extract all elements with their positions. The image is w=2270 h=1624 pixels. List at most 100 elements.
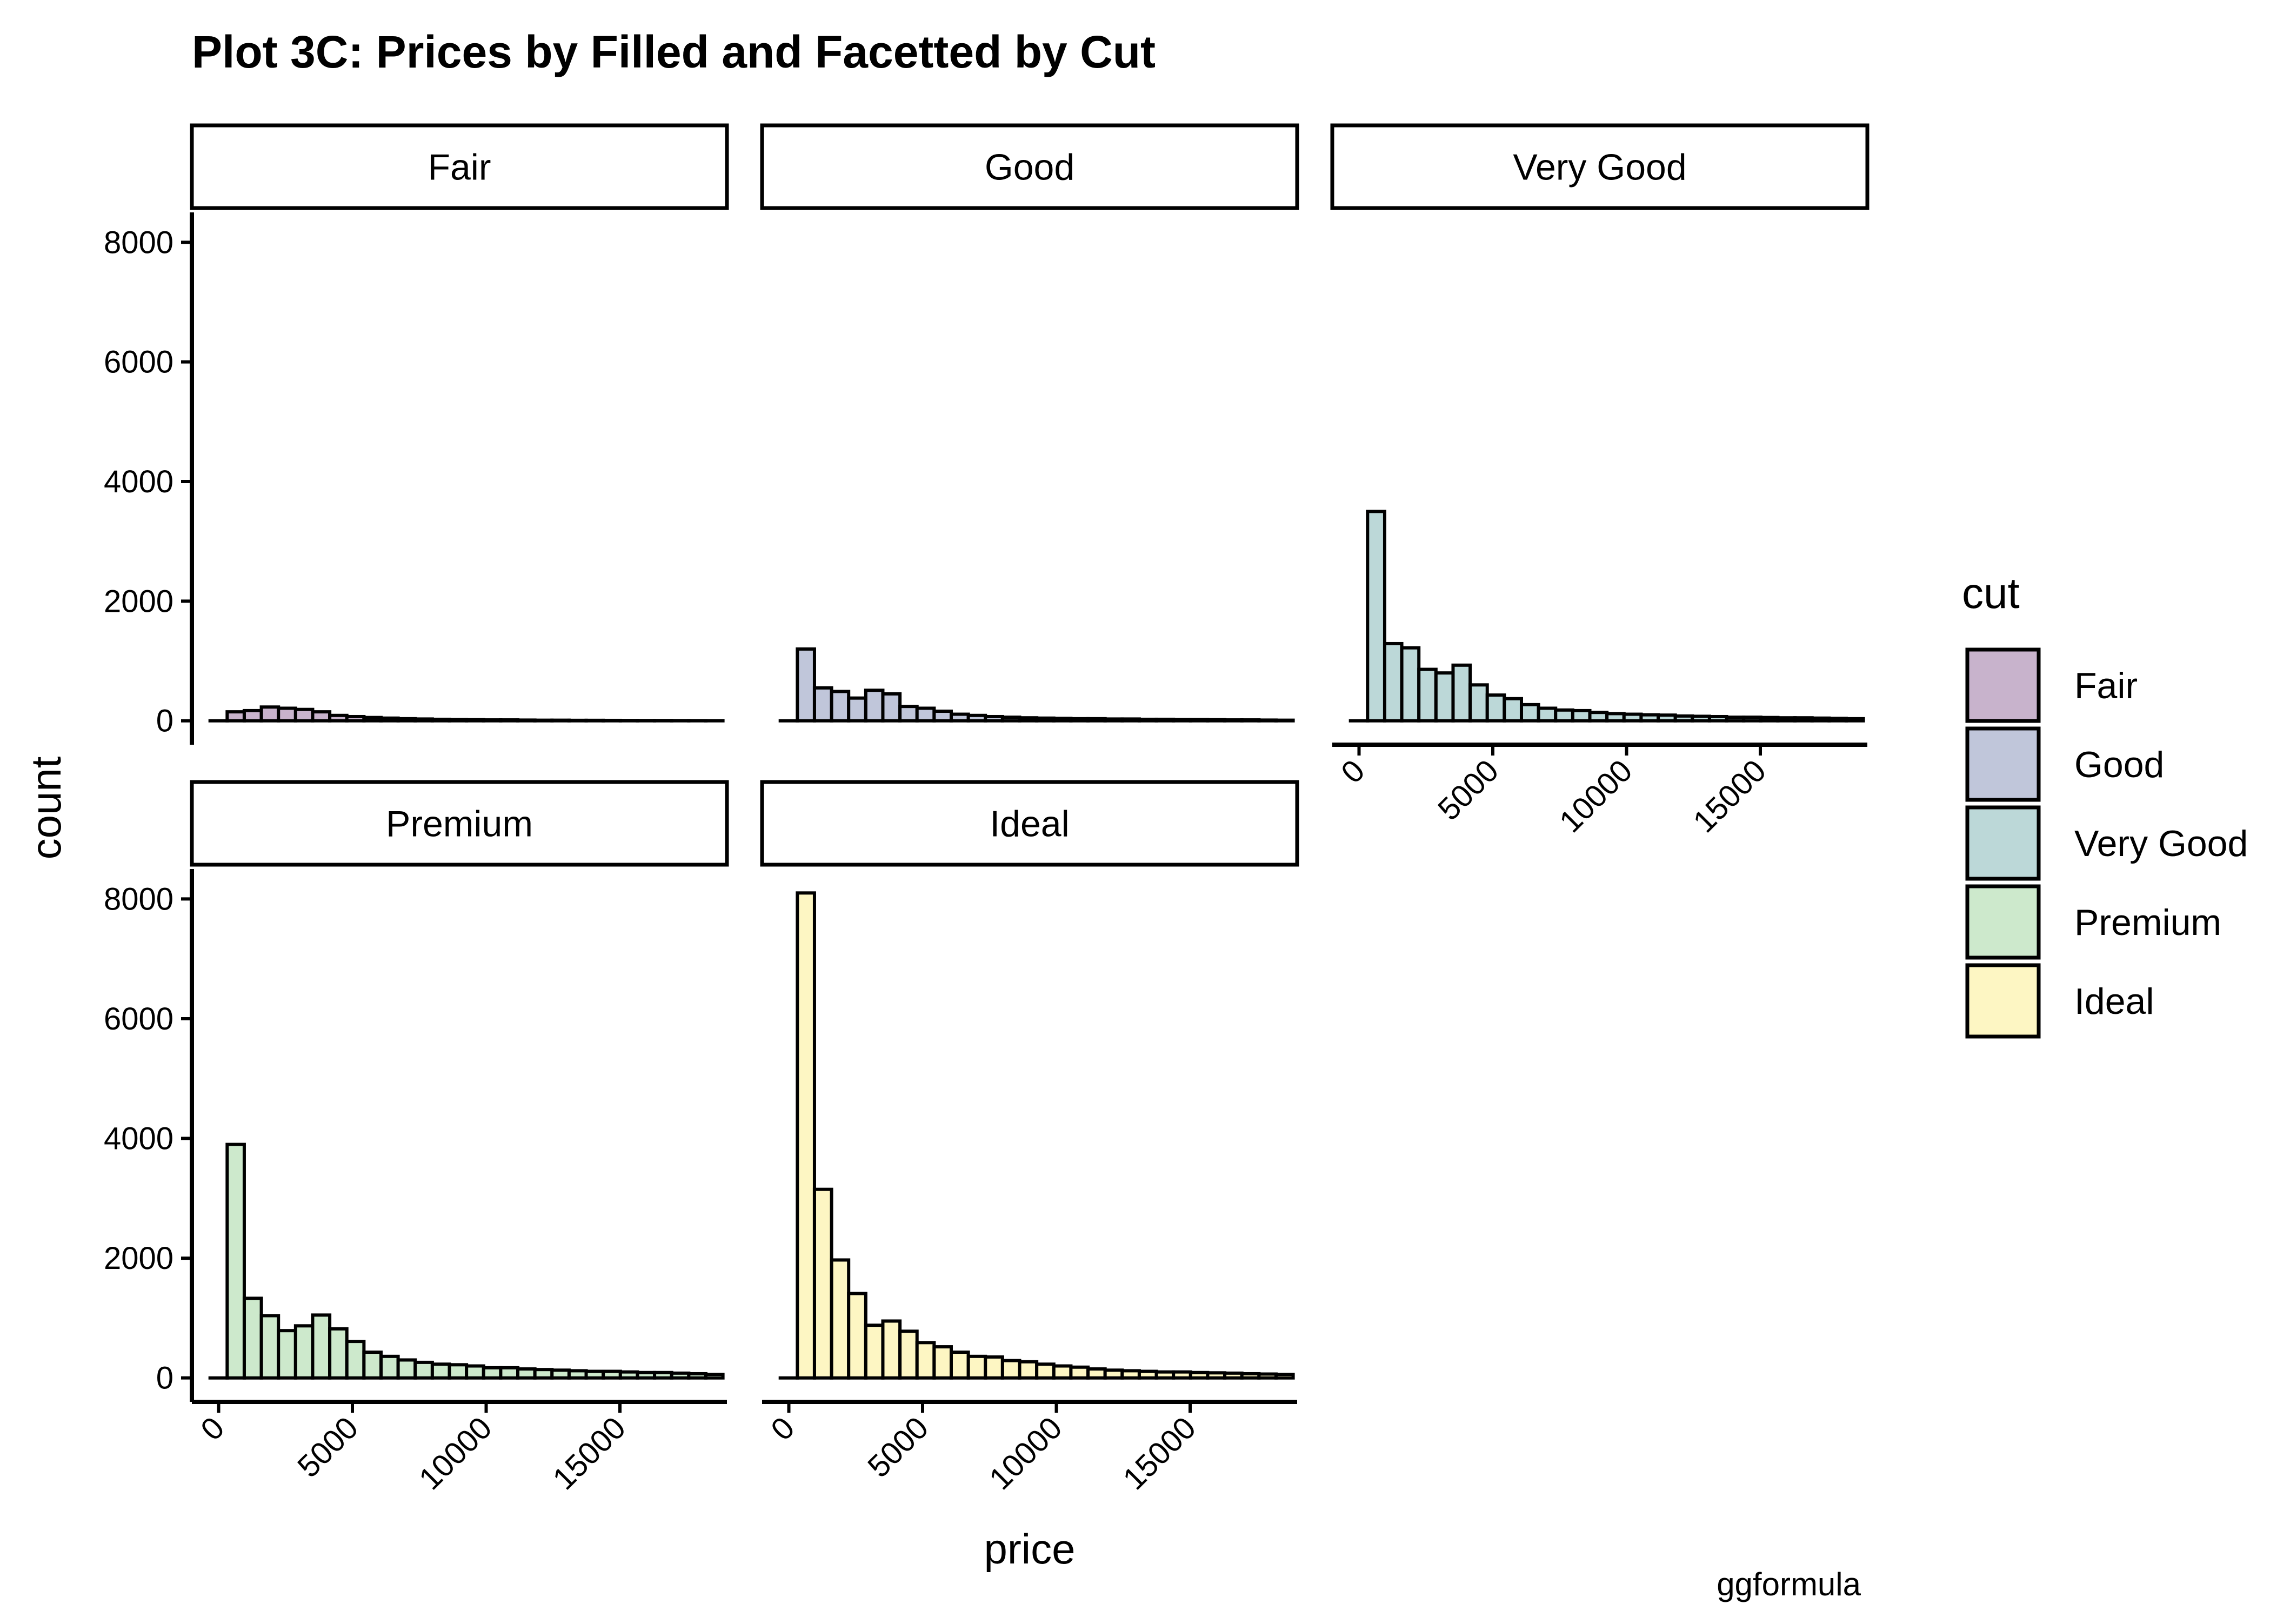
histogram-bar bbox=[500, 720, 518, 721]
histogram-bar bbox=[1727, 717, 1744, 721]
histogram-bar bbox=[1139, 719, 1157, 721]
histogram-bar bbox=[278, 708, 296, 720]
histogram-bar bbox=[706, 1374, 723, 1378]
histogram-bar bbox=[1105, 719, 1123, 720]
histogram-bar bbox=[1054, 1366, 1071, 1378]
x-tick-label: 0 bbox=[1334, 753, 1372, 790]
histogram-bar bbox=[934, 711, 951, 721]
histogram-bar bbox=[655, 720, 672, 721]
histogram-bar bbox=[866, 690, 883, 720]
x-tick-label: 15000 bbox=[1116, 1410, 1203, 1496]
x-tick-label: 5000 bbox=[1431, 753, 1505, 827]
histogram-bar bbox=[603, 1371, 620, 1378]
histogram-bar bbox=[1367, 511, 1385, 720]
histogram-bar bbox=[312, 712, 330, 721]
x-tick-label: 10000 bbox=[1553, 753, 1639, 839]
histogram-bar bbox=[866, 1325, 883, 1378]
legend-label: Ideal bbox=[2074, 981, 2154, 1022]
histogram-bar bbox=[1037, 718, 1054, 721]
histogram-bar bbox=[1276, 720, 1293, 721]
histogram-bar bbox=[951, 714, 969, 721]
histogram-bar bbox=[1020, 718, 1037, 721]
histogram-bar bbox=[1692, 716, 1710, 720]
histogram-bar bbox=[586, 1371, 604, 1378]
histogram-bar bbox=[814, 688, 832, 721]
legend-label: Premium bbox=[2074, 902, 2221, 943]
facet-strip-label-good: Good bbox=[985, 147, 1074, 188]
y-tick-label: 0 bbox=[156, 704, 173, 739]
histogram-bar bbox=[1504, 699, 1521, 721]
histogram-bar bbox=[552, 720, 569, 721]
legend-item-ideal: Ideal bbox=[1967, 965, 2154, 1037]
histogram-bar bbox=[1419, 670, 1436, 721]
histogram-bar bbox=[296, 710, 313, 721]
histogram-bar bbox=[1402, 648, 1419, 721]
histogram-bar bbox=[1641, 715, 1658, 721]
histogram-bars-good bbox=[780, 649, 1293, 721]
histogram-bar bbox=[1658, 715, 1675, 721]
histogram-bar bbox=[1539, 708, 1556, 720]
legend-item-good: Good bbox=[1967, 729, 2164, 800]
facet-strip-label-premium: Premium bbox=[386, 804, 533, 845]
histogram-bar bbox=[883, 694, 900, 721]
y-tick-label: 4000 bbox=[104, 464, 173, 499]
histogram-bar bbox=[1105, 1370, 1123, 1378]
facet-strip-label-ideal: Ideal bbox=[990, 804, 1069, 845]
histogram-bar bbox=[1555, 710, 1573, 721]
histogram-bar bbox=[552, 1370, 569, 1378]
histogram-bar bbox=[347, 1341, 364, 1378]
histogram-bar bbox=[985, 717, 1003, 721]
histogram-bar bbox=[227, 1145, 244, 1378]
histogram-bars-fair bbox=[210, 707, 723, 720]
legend-item-premium: Premium bbox=[1967, 886, 2221, 958]
histogram-bar bbox=[1607, 713, 1624, 720]
x-axis-title: price bbox=[984, 1525, 1075, 1573]
histogram-bar bbox=[347, 717, 364, 721]
histogram-bar bbox=[1846, 719, 1864, 721]
x-tick-label: 0 bbox=[764, 1410, 802, 1447]
histogram-bar bbox=[1259, 1374, 1276, 1378]
legend-label: Fair bbox=[2074, 665, 2138, 706]
histogram-bar bbox=[1812, 718, 1830, 721]
histogram-bar bbox=[296, 1326, 313, 1378]
histogram-bar bbox=[1521, 705, 1539, 721]
histogram-bar bbox=[1157, 719, 1174, 721]
histogram-bar bbox=[1470, 685, 1487, 720]
histogram-bar bbox=[1242, 720, 1259, 721]
histogram-bar bbox=[985, 1357, 1003, 1378]
histogram-bar bbox=[244, 1298, 262, 1378]
histogram-bars-very-good bbox=[1351, 511, 1864, 720]
histogram-bar bbox=[655, 1373, 672, 1378]
histogram-bar bbox=[381, 718, 398, 721]
histogram-bar bbox=[1829, 718, 1846, 720]
facet-strip-label-very-good: Very Good bbox=[1513, 147, 1686, 188]
histogram-bar bbox=[672, 1373, 689, 1378]
histogram-bar bbox=[689, 1374, 706, 1378]
histogram-bar bbox=[398, 1360, 416, 1378]
histogram-bar bbox=[1436, 673, 1453, 721]
y-tick-label: 2000 bbox=[104, 1241, 173, 1276]
histogram-bar bbox=[637, 720, 655, 721]
histogram-bars-premium bbox=[210, 1145, 723, 1378]
histogram-bar bbox=[1003, 717, 1020, 721]
histogram-bar bbox=[1225, 720, 1242, 721]
histogram-bar bbox=[330, 1329, 347, 1378]
histogram-bar bbox=[450, 1365, 467, 1378]
histogram-bar bbox=[1276, 1374, 1293, 1378]
histogram-bar bbox=[934, 1347, 951, 1378]
histogram-bar bbox=[1573, 711, 1590, 721]
histogram-bar bbox=[969, 1356, 986, 1378]
histogram-bar bbox=[1675, 716, 1693, 721]
histogram-bar bbox=[500, 1368, 518, 1378]
histogram-bar bbox=[466, 720, 484, 721]
facet-panel-very-good: Very Good 0 5000 10000 15000 bbox=[1332, 125, 1867, 839]
histogram-bar bbox=[917, 708, 934, 720]
facet-strip-label-fair: Fair bbox=[428, 147, 491, 188]
x-tick-label: 15000 bbox=[1686, 753, 1773, 839]
legend-swatch bbox=[1967, 650, 2039, 721]
